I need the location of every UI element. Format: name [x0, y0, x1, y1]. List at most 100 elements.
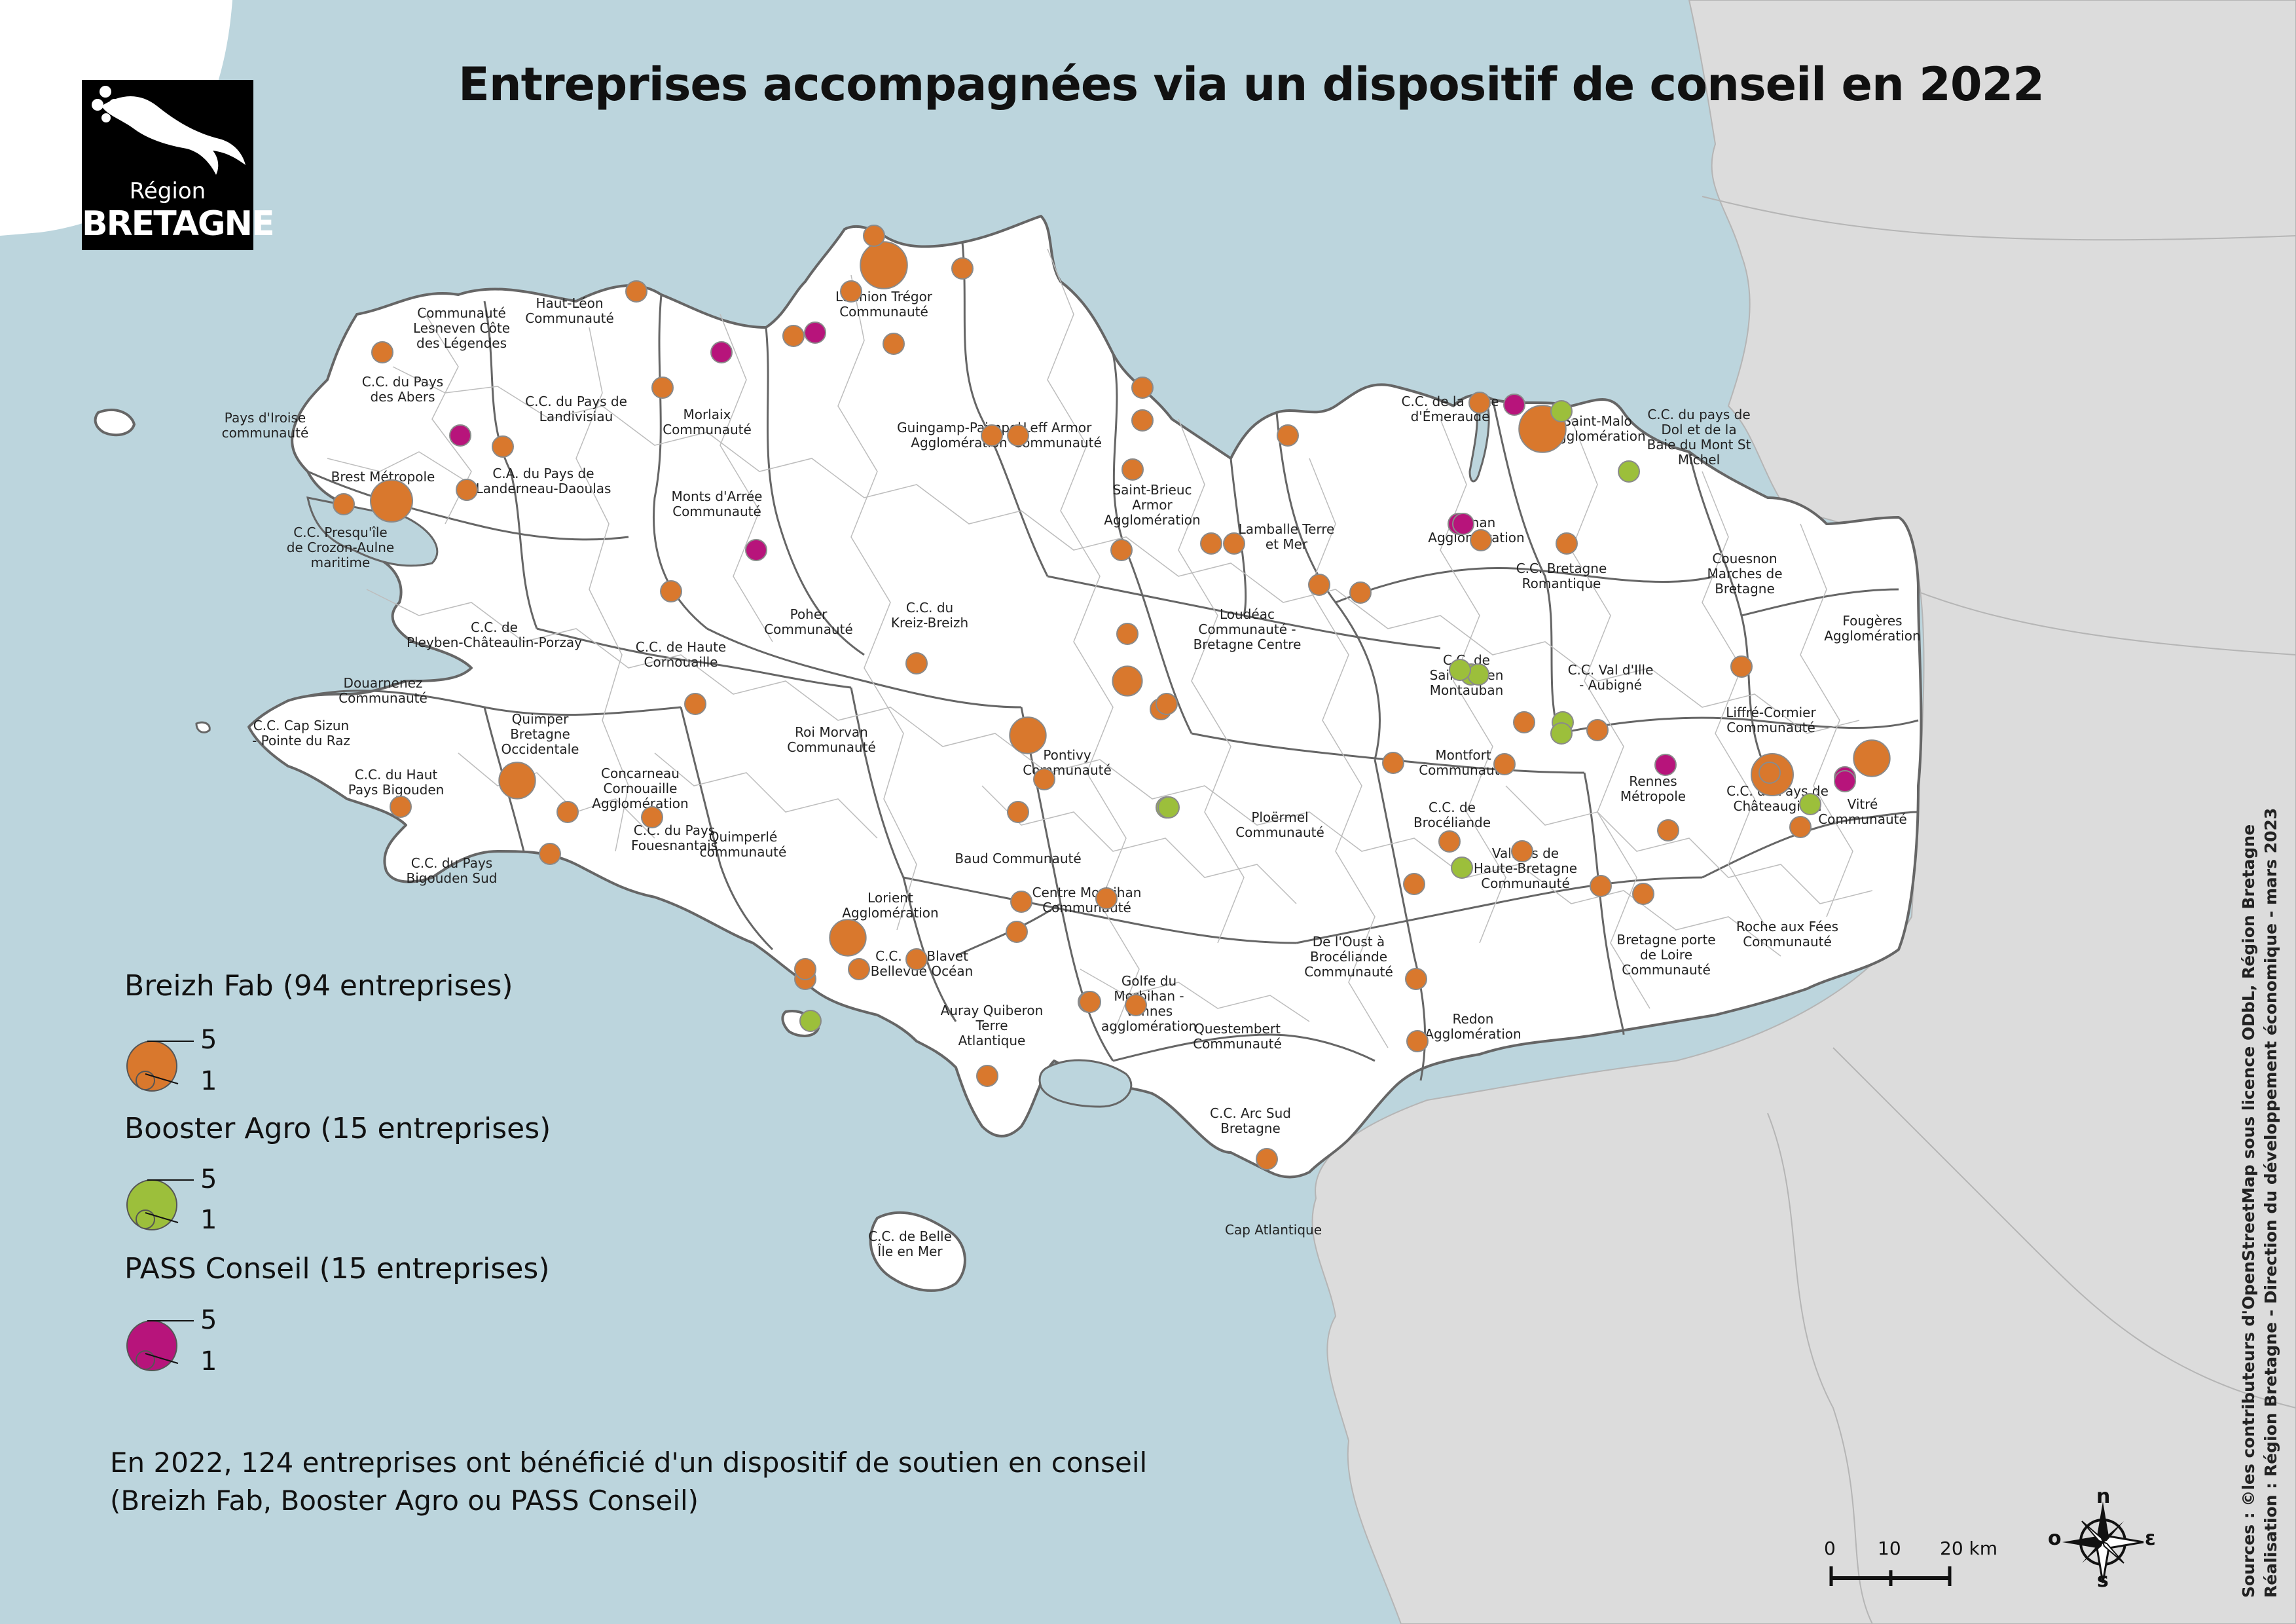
- brittany-land: [247, 215, 1923, 1179]
- place-label: Auray Quiberon Terre Atlantique: [941, 1003, 1044, 1048]
- breizh-fab-symbol: [829, 919, 867, 957]
- breizh-fab-symbol: [1112, 665, 1143, 697]
- place-label: C.C. de Haute Cornouaille: [636, 639, 726, 670]
- breizh-fab-symbol: [1349, 581, 1372, 604]
- place-label: Quimper Bretagne Occidentale: [501, 711, 579, 757]
- production-line: Réalisation : Région Bretagne - Directio…: [2261, 807, 2280, 1598]
- booster-agro-symbol: [1550, 400, 1573, 422]
- logo-text-bretagne: BRETAGNE: [82, 204, 275, 244]
- booster-agro-symbol: [1618, 460, 1640, 483]
- legend-symbols: [126, 1041, 194, 1371]
- breizh-fab-symbol: [1009, 716, 1047, 754]
- place-label: Roi Morvan Communauté: [787, 724, 876, 755]
- summary-line-1: En 2022, 124 entreprises ont bénéficié d…: [110, 1447, 1148, 1479]
- legend-pass-conseil-label: PASS Conseil (15 entreprises): [124, 1252, 550, 1285]
- place-label: Saint-Malo Agglomération: [1549, 413, 1645, 444]
- place-label: C.C. du Haut Pays Bigouden: [348, 767, 445, 798]
- breizh-fab-symbol: [1033, 768, 1055, 790]
- breizh-fab-symbol: [1657, 819, 1679, 841]
- place-label: C.C. Cap Sizun - Pointe du Raz: [252, 718, 350, 748]
- place-label: Pays d'Iroise communauté: [222, 410, 309, 441]
- place-label: Douarnenez Communauté: [338, 675, 428, 706]
- breizh-fab-symbol: [641, 806, 663, 828]
- breizh-fab-symbol: [539, 843, 561, 865]
- place-label: De l'Oust à Brocéliande Communauté: [1304, 934, 1393, 980]
- belle-ile: [869, 1211, 966, 1292]
- breizh-fab-symbol: [1006, 921, 1028, 943]
- place-label: C.C. du Pays des Abers: [362, 374, 443, 405]
- breizh-fab-symbol: [1406, 1030, 1429, 1052]
- breizh-fab-symbol: [1007, 424, 1029, 447]
- pass-conseil-symbol: [710, 341, 733, 363]
- place-label: Communauté Lesneven Côte des Légendes: [413, 305, 510, 351]
- place-label: C.C. du pays de Dol et de la Baie du Mont …: [1647, 407, 1751, 468]
- booster-agro-symbol: [1799, 793, 1821, 815]
- place-label: Redon Agglomération: [1425, 1011, 1521, 1042]
- breizh-fab-symbol: [684, 693, 706, 715]
- pass-conseil-symbol: [1654, 754, 1677, 776]
- breizh-fab-symbol: [794, 958, 816, 980]
- breizh-fab-symbol: [556, 801, 579, 823]
- breizh-fab-symbol: [1590, 875, 1612, 897]
- place-label: Lorient Agglomération: [842, 890, 938, 921]
- place-label: Liffré-Cormier Communauté: [1726, 705, 1816, 735]
- breizh-fab-symbol: [1010, 891, 1032, 913]
- breizh-fab-symbol: [1405, 968, 1427, 990]
- place-label: Haut-Léon Communauté: [525, 295, 614, 326]
- scale-label-0: 0: [1824, 1538, 1836, 1559]
- breizh-fab-symbol: [498, 762, 536, 800]
- breizh-fab-symbol: [1470, 529, 1492, 551]
- scale-label-20: 20 km: [1940, 1538, 1998, 1559]
- breizh-fab-symbol: [1256, 1148, 1278, 1170]
- breizh-fab-symbol: [371, 341, 393, 363]
- breizh-fab-symbol: [848, 958, 870, 980]
- breizh-fab-symbol: [390, 796, 412, 818]
- place-label: Centre Morbihan Communauté: [1032, 885, 1142, 915]
- compass-east: ε: [2145, 1527, 2156, 1550]
- breizh-fab-symbol: [1632, 883, 1654, 905]
- compass-west: o: [2048, 1527, 2062, 1550]
- map-title: Entreprises accompagnées via un disposit…: [458, 58, 2045, 111]
- place-label: Cap Atlantique: [1225, 1222, 1322, 1238]
- place-label: Morlaix Communauté: [663, 407, 752, 437]
- breizh-fab-symbol: [863, 225, 885, 247]
- legend-booster-agro-max: 5: [200, 1164, 217, 1194]
- booster-agro-symbol: [1467, 663, 1489, 686]
- place-label: C.C. du Kreiz-Breizh: [891, 600, 968, 631]
- breizh-fab-symbol: [625, 280, 647, 303]
- place-label: C.C. du Pays de Landivisiau: [525, 394, 627, 424]
- place-label: C.A. du Pays de Landerneau-Daoulas: [476, 466, 611, 496]
- breizh-fab-symbol: [1095, 887, 1118, 910]
- breizh-fab-symbol: [1789, 816, 1812, 838]
- booster-agro-symbol: [1550, 722, 1573, 745]
- breizh-fab-symbol: [1079, 991, 1101, 1013]
- place-label: Saint-Brieuc Armor Agglomération: [1104, 482, 1200, 528]
- place-label: C.C. Val d'Ille - Aubigné: [1568, 662, 1654, 693]
- breizh-fab-symbol: [1513, 711, 1535, 733]
- breizh-fab-symbol: [1223, 532, 1245, 555]
- breizh-fab-symbol: [1131, 409, 1154, 432]
- breizh-fab-symbol: [1511, 840, 1533, 862]
- breizh-fab-symbol: [1156, 693, 1178, 715]
- breizh-fab-symbol: [1758, 762, 1781, 784]
- summary-line-2: (Breizh Fab, Booster Agro ou PASS Consei…: [110, 1485, 699, 1517]
- pass-conseil-symbol: [449, 424, 471, 447]
- place-label: C.C. de Pleyben-Châteaulin-Porzay: [407, 619, 582, 650]
- place-label: Bretagne porte de Loire Communauté: [1616, 932, 1715, 978]
- booster-agro-symbol: [1157, 796, 1180, 819]
- breizh-fab-symbol: [1125, 994, 1147, 1016]
- breizh-fab-symbol: [1110, 539, 1133, 561]
- sein: [195, 721, 211, 733]
- breizh-fab-symbol: [651, 377, 674, 399]
- legend-booster-agro-min: 1: [200, 1205, 217, 1235]
- legend-booster-agro-label: Booster Agro (15 entreprises): [124, 1112, 551, 1145]
- breizh-fab-symbol: [660, 580, 682, 602]
- breizh-fab-symbol: [1468, 392, 1491, 414]
- place-label: Baud Communauté: [955, 851, 1081, 866]
- compass-rose-icon: [2062, 1502, 2144, 1583]
- place-label: Vitré Communauté: [1818, 796, 1907, 827]
- breizh-fab-symbol: [1131, 377, 1154, 399]
- breizh-fab-symbol: [782, 325, 805, 347]
- breizh-fab-symbol: [1556, 532, 1578, 555]
